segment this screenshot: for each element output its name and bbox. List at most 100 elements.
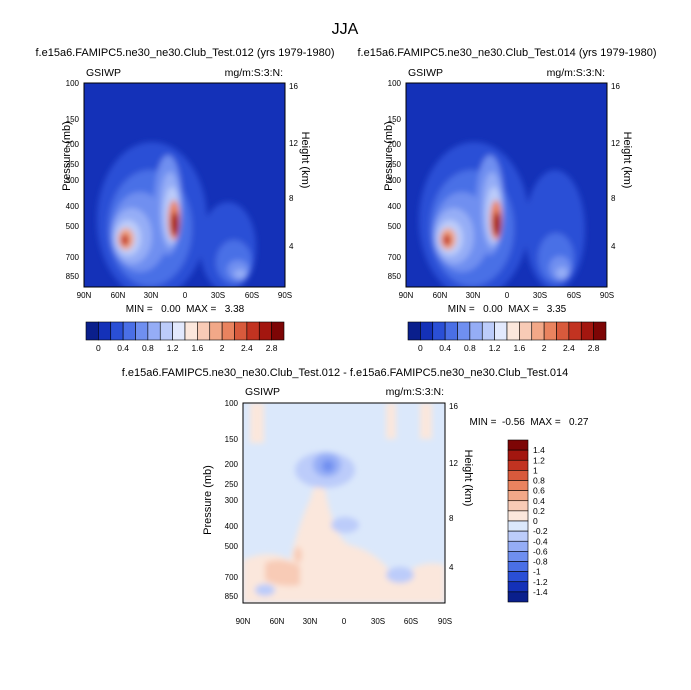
- panel-3-colorbar: 1.41.210.80.60.40.20-0.2-0.4-0.6-0.8-1-1…: [507, 439, 548, 603]
- ptick: 250: [388, 160, 402, 169]
- colorbar-label: -0.8: [533, 557, 548, 567]
- htick: 16: [611, 82, 620, 91]
- lattick: 0: [342, 617, 347, 626]
- colorbar-box: [209, 321, 223, 341]
- colorbar-box: [85, 321, 99, 341]
- colorbar-box: [593, 321, 607, 341]
- lattick: 0: [505, 291, 510, 300]
- htick: 8: [289, 194, 294, 203]
- lattick: 30N: [466, 291, 481, 300]
- htick: 8: [449, 514, 454, 523]
- colorbar-box: [197, 321, 211, 341]
- lattick: 60S: [567, 291, 581, 300]
- colorbar-box: [506, 321, 520, 341]
- panel-3-units-label: mg/m:S:3:N:: [386, 386, 444, 398]
- colorbar-label: -1: [533, 567, 541, 577]
- lattick: 0: [183, 291, 188, 300]
- panel-3: f.e15a6.FAMIPC5.ne30_ne30.Club_Test.012 …: [122, 367, 589, 626]
- colorbar-box: [271, 321, 285, 341]
- colorbar-box: [184, 321, 198, 341]
- colorbar-box: [494, 321, 508, 341]
- colorbar-label: 1.2: [489, 343, 501, 353]
- ptick: 300: [66, 176, 80, 185]
- colorbar-label: 1.2: [167, 343, 179, 353]
- lattick: 60S: [245, 291, 259, 300]
- colorbar-label: 0.6: [533, 486, 545, 496]
- panel-3-field: [243, 403, 445, 603]
- ptick: 500: [225, 542, 239, 551]
- colorbar-box: [172, 321, 186, 341]
- colorbar-label: 2: [220, 343, 225, 353]
- ptick: 400: [66, 202, 80, 211]
- ptick: 150: [66, 115, 80, 124]
- panel-1-colorbar: 0 0.4 0.8 1.2 1.6 2 2.4 2.8: [85, 321, 285, 353]
- colorbar-label: 1.2: [533, 455, 545, 465]
- colorbar-box: [507, 581, 529, 593]
- htick: 8: [611, 194, 616, 203]
- colorbar-box: [507, 459, 529, 471]
- colorbar-box: [407, 321, 421, 341]
- colorbar-box: [507, 439, 529, 451]
- lattick: 90N: [236, 617, 251, 626]
- colorbar-label: 0: [96, 343, 101, 353]
- colorbar-label: 0.2: [533, 506, 545, 516]
- lattick: 30S: [371, 617, 385, 626]
- panel-1-ylabel: Pressure (mb): [61, 121, 73, 191]
- colorbar-label: 0.8: [464, 343, 476, 353]
- colorbar-box: [507, 530, 529, 542]
- ptick: 700: [225, 573, 239, 582]
- colorbar-box: [159, 321, 173, 341]
- ptick: 300: [225, 496, 239, 505]
- colorbar-box: [507, 571, 529, 583]
- ptick: 850: [225, 592, 239, 601]
- colorbar-label: 2.4: [241, 343, 253, 353]
- lattick: 60N: [270, 617, 285, 626]
- ptick: 500: [66, 222, 80, 231]
- panel-1-title: f.e15a6.FAMIPC5.ne30_ne30.Club_Test.012 …: [35, 47, 334, 59]
- htick: 16: [449, 402, 458, 411]
- colorbar-label: 1.6: [191, 343, 203, 353]
- panel-1-axes: Pressure (mb) Height (km) 100 150 200 25…: [61, 79, 311, 300]
- ptick: 850: [66, 272, 80, 281]
- panel-3-stats: MIN = -0.56 MAX = 0.27: [470, 417, 589, 428]
- colorbar-label: 1.6: [513, 343, 525, 353]
- colorbar-box: [568, 321, 582, 341]
- colorbar-box: [507, 540, 529, 552]
- ptick: 250: [225, 480, 239, 489]
- ptick: 100: [225, 399, 239, 408]
- htick: 4: [289, 242, 294, 251]
- panel-2-units-label: mg/m:S:3:N:: [547, 67, 605, 79]
- colorbar-label: -1.4: [533, 587, 548, 597]
- colorbar-box: [507, 500, 529, 512]
- colorbar-label: 0.8: [142, 343, 154, 353]
- lattick: 90N: [77, 291, 92, 300]
- panel-2-ylabel-right: Height (km): [621, 132, 633, 189]
- ptick: 200: [66, 140, 80, 149]
- colorbar-label: 0: [533, 516, 538, 526]
- figure-title: JJA: [332, 21, 359, 38]
- colorbar-box: [519, 321, 533, 341]
- colorbar-label: 0.8: [533, 476, 545, 486]
- colorbar-box: [507, 591, 529, 603]
- colorbar-box: [147, 321, 161, 341]
- ptick: 700: [66, 253, 80, 262]
- htick: 12: [289, 139, 298, 148]
- colorbar-box: [234, 321, 248, 341]
- colorbar-label: 2.8: [588, 343, 600, 353]
- ptick: 400: [388, 202, 402, 211]
- htick: 4: [449, 563, 454, 572]
- colorbar-box: [481, 321, 495, 341]
- colorbar-box: [507, 480, 529, 491]
- panel-1-stats: MIN = 0.00 MAX = 3.38: [126, 304, 245, 315]
- colorbar-box: [507, 470, 529, 481]
- lattick: 90S: [438, 617, 452, 626]
- panel-1-variable-label: GSIWP: [86, 67, 121, 79]
- panel-1-field: [84, 83, 285, 287]
- colorbar-box: [246, 321, 260, 341]
- lattick: 30S: [211, 291, 225, 300]
- panel-2-variable-label: GSIWP: [408, 67, 443, 79]
- panel-1-ylabel-right: Height (km): [299, 132, 311, 189]
- ptick: 150: [388, 115, 402, 124]
- ptick: 100: [66, 79, 80, 88]
